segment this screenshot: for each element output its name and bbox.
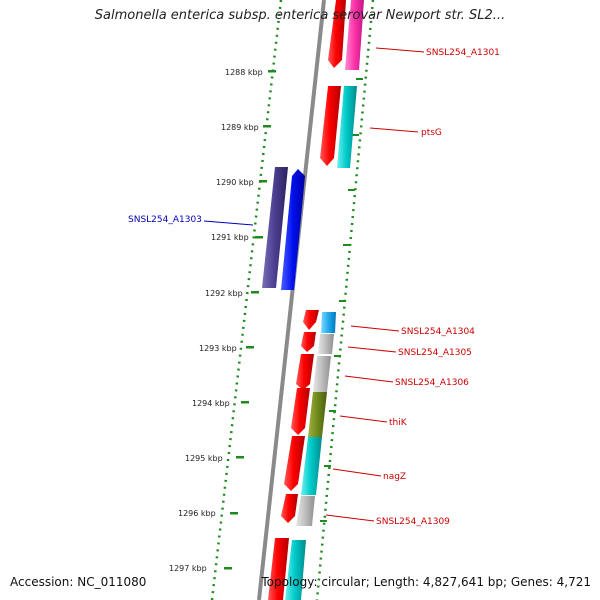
gene-block[interactable] bbox=[262, 167, 288, 288]
gene-block[interactable] bbox=[268, 538, 289, 600]
gene-block[interactable] bbox=[281, 169, 305, 290]
tick-label: 1293 kbp bbox=[199, 344, 237, 353]
gene-block[interactable] bbox=[301, 332, 316, 352]
gene-label[interactable]: SNSL254_A1303 bbox=[128, 215, 202, 225]
inner-dotted-ring bbox=[210, 0, 283, 600]
tick-labels: 1288 kbp 1289 kbp 1290 kbp 1291 kbp 1292… bbox=[169, 68, 263, 573]
genome-stats-text: Topology: circular; Length: 4,827,641 bp… bbox=[261, 575, 591, 589]
gene-label[interactable]: thiK bbox=[389, 418, 408, 428]
gene-label[interactable]: nagZ bbox=[383, 472, 406, 482]
gene-blocks bbox=[262, 0, 364, 600]
gene-block[interactable] bbox=[296, 354, 314, 390]
leader-lines bbox=[203, 47, 425, 522]
scale-ticks bbox=[224, 70, 363, 570]
gene-labels: SNSL254_A1301 ptsG SNSL254_A1303 SNSL254… bbox=[128, 48, 500, 527]
tick-label: 1294 kbp bbox=[192, 399, 230, 408]
gene-label[interactable]: SNSL254_A1305 bbox=[398, 348, 472, 358]
gene-block[interactable] bbox=[281, 494, 298, 523]
gene-block[interactable] bbox=[308, 392, 327, 437]
tick-label: 1296 kbp bbox=[178, 509, 216, 518]
tick-label: 1288 kbp bbox=[225, 68, 263, 77]
gene-block[interactable] bbox=[320, 86, 341, 166]
tick-label: 1292 kbp bbox=[205, 289, 243, 298]
gene-block[interactable] bbox=[337, 86, 357, 168]
gene-block[interactable] bbox=[345, 0, 364, 70]
gene-block[interactable] bbox=[296, 496, 315, 526]
gene-block[interactable] bbox=[328, 0, 346, 68]
gene-block[interactable] bbox=[301, 437, 322, 495]
gene-label[interactable]: SNSL254_A1301 bbox=[426, 48, 500, 58]
gene-label[interactable]: SNSL254_A1309 bbox=[376, 517, 450, 527]
gene-label[interactable]: ptsG bbox=[421, 128, 442, 138]
gene-block[interactable] bbox=[321, 312, 336, 333]
gene-block[interactable] bbox=[303, 310, 319, 330]
tick-label: 1290 kbp bbox=[216, 178, 254, 187]
tick-label: 1289 kbp bbox=[221, 123, 259, 132]
tick-label: 1291 kbp bbox=[211, 233, 249, 242]
gene-block[interactable] bbox=[284, 436, 305, 491]
tick-label: 1297 kbp bbox=[169, 564, 207, 573]
accession-text: Accession: NC_011080 bbox=[10, 575, 147, 589]
gene-label[interactable]: SNSL254_A1304 bbox=[401, 327, 475, 337]
gene-block[interactable] bbox=[291, 388, 310, 435]
gene-block[interactable] bbox=[285, 540, 306, 600]
gene-label[interactable]: SNSL254_A1306 bbox=[395, 378, 469, 388]
gene-block[interactable] bbox=[318, 334, 334, 354]
genome-backbone bbox=[257, 0, 326, 600]
map-title: Salmonella enterica subsp. enterica sero… bbox=[94, 8, 506, 23]
gene-block[interactable] bbox=[313, 356, 331, 392]
tick-label: 1295 kbp bbox=[185, 454, 223, 463]
